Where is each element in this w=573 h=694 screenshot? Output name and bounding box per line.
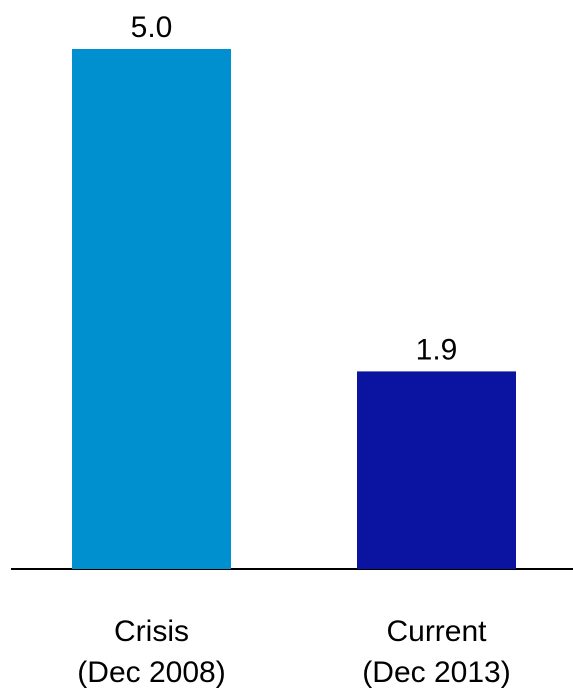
value-labels-group: 5.0 1.9 [131,11,458,366]
bar-2 [357,371,516,569]
category-label-1-line-2: (Dec 2008) [77,656,225,689]
category-labels-group: Crisis (Dec 2008) Current (Dec 2013) [77,615,510,689]
value-label-1: 5.0 [131,11,173,44]
category-label-1-line-1: Crisis [114,615,189,648]
bar-1 [72,49,231,569]
category-label-2-line-1: Current [386,615,487,648]
value-label-2: 1.9 [416,333,458,366]
bars-group [72,49,516,569]
category-label-2-line-2: (Dec 2013) [362,656,510,689]
